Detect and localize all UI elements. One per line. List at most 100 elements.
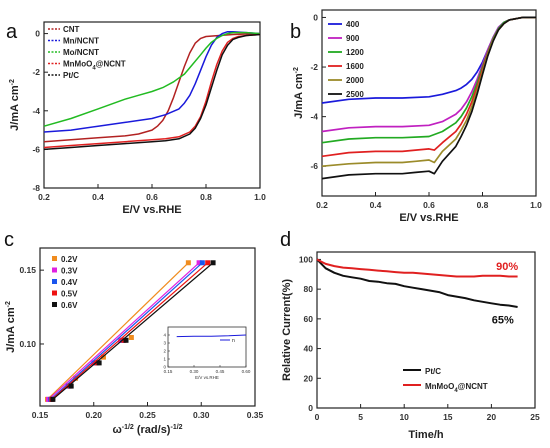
legend-swatch <box>52 279 57 284</box>
x-tick-label: 0.20 <box>85 410 102 420</box>
y-tick-label: 80 <box>304 284 314 294</box>
data-point <box>123 337 129 343</box>
plot-frame <box>43 21 261 189</box>
fit-line <box>47 262 189 400</box>
legend-swatch <box>52 267 57 273</box>
legend-label: 0.4V <box>61 278 78 287</box>
x-tick-label: 0.6 <box>146 192 158 202</box>
x-tick-label: 25 <box>530 412 540 422</box>
panel-letter: c <box>4 229 14 251</box>
inset-x-tick-label: 0.15 <box>164 369 173 374</box>
data-point <box>185 260 191 266</box>
data-point <box>199 260 205 266</box>
inset-y-tick-label: 2 <box>163 349 166 354</box>
data-point <box>96 360 102 366</box>
annotation: 65% <box>492 314 514 326</box>
fit-line <box>52 262 214 400</box>
legend-label: 1600 <box>346 62 364 71</box>
legend-label: 0.2V <box>61 255 78 264</box>
legend-text-main: MnMoO <box>425 382 454 391</box>
fit-line <box>51 262 209 400</box>
series-line <box>43 33 261 151</box>
legend: 400 900 1200 1600 2000 2500 <box>328 20 364 99</box>
x-tick-label: 20 <box>487 412 497 422</box>
panel-letter: a <box>6 21 18 43</box>
x-tick-label: 0.35 <box>247 410 264 420</box>
x-tick-label: 0.4 <box>92 192 104 202</box>
series-line <box>43 30 261 133</box>
x-tick-label: 15 <box>443 412 453 422</box>
legend-label: 400 <box>346 20 360 29</box>
legend: 0.2V 0.3V 0.4V 0.5V 0.6V <box>52 255 78 310</box>
legend-label: 2500 <box>346 90 364 99</box>
y-axis-label-main: J/mA cm <box>293 73 305 119</box>
y-axis-label: Relative Current(%) <box>281 279 293 381</box>
data-point <box>100 354 106 360</box>
y-axis-label: J/mA cm-2 <box>9 79 21 131</box>
series-line <box>316 258 518 278</box>
x-tick-label: 0.6 <box>423 200 435 210</box>
x-tick-label: 0.4 <box>370 200 382 210</box>
y-tick-label: 0.15 <box>19 265 36 275</box>
panel-a: 0.2 0.4 0.6 0.8 1.0 -8 -6 -4 -2 0 a CNT Mn/NCNT Mo/NC… <box>6 21 266 216</box>
legend-text-tail: @NCNT <box>458 382 488 391</box>
legend-label: 0.5V <box>61 290 78 299</box>
y-tick-label: -8 <box>32 183 40 193</box>
series-line <box>321 16 536 180</box>
legend-label: Pt/C <box>63 71 79 80</box>
x-tick-label: 0.2 <box>316 200 328 210</box>
legend-label: 0.6V <box>61 301 78 310</box>
legend-text-sub: 4 <box>454 388 458 394</box>
panel-c: 0.15 0.20 0.25 0.30 0.35 0.10 0.15 c 0.2V 0.3V 0.4… <box>4 229 264 436</box>
legend-label: 900 <box>346 34 360 43</box>
legend-label: CNT <box>63 25 80 34</box>
inset-series-line <box>176 334 247 338</box>
inset-y-tick-label: 1 <box>163 357 166 362</box>
legend-label: MnMoO4@NCNT <box>63 60 126 72</box>
x-tick-label: 1.0 <box>530 200 542 210</box>
y-tick-label: 0.10 <box>19 339 36 349</box>
annotation: 90% <box>496 261 518 273</box>
y-axis-label: J/mA cm-2 <box>293 67 305 119</box>
y-tick-label: -2 <box>310 62 318 72</box>
y-tick-label: 60 <box>304 314 314 324</box>
legend-text-tail: @NCNT <box>96 60 126 69</box>
panel-letter: d <box>280 229 291 251</box>
x-tick-label: 0.15 <box>32 410 49 420</box>
x-tick-label: 10 <box>399 412 409 422</box>
x-tick-label: 0.2 <box>38 192 50 202</box>
y-tick-label: 40 <box>304 344 314 354</box>
y-tick-label: -2 <box>32 67 40 77</box>
legend-label: 1200 <box>346 48 364 57</box>
legend-label: Pt/C <box>425 367 441 376</box>
y-axis-label-sup: -2 <box>9 79 16 85</box>
series-line <box>43 31 261 127</box>
legend-swatch <box>52 290 57 296</box>
y-tick-label: 0 <box>313 12 318 22</box>
y-tick-label: -4 <box>310 112 318 122</box>
x-tick-label: 0.30 <box>193 410 210 420</box>
fit-line <box>48 262 200 400</box>
y-axis-label-main: J/mA cm <box>9 85 21 131</box>
data-point <box>128 334 134 340</box>
x-axis-label-sup2: -1/2 <box>170 424 182 431</box>
x-tick-label: 0.25 <box>139 410 156 420</box>
series-line <box>43 32 261 143</box>
data-point <box>210 260 216 266</box>
y-axis-label-main: J/mA cm <box>5 307 17 353</box>
data-point <box>205 260 211 266</box>
y-axis-label: J/mA cm-2 <box>5 301 17 353</box>
y-axis-label-sup: -2 <box>293 67 300 73</box>
legend-label: MnMoO4@NCNT <box>425 382 488 394</box>
legend-swatch <box>52 302 57 307</box>
inset: 0.15 0.30 0.45 0.60 0 1 2 3 4 n E/V vs.RHE <box>163 326 251 380</box>
x-tick-label: 1.0 <box>254 192 266 202</box>
inset-frame <box>167 326 247 368</box>
inset-y-tick-label: 3 <box>163 341 166 346</box>
legend-label: Mn/NCNT <box>63 37 99 46</box>
y-tick-label: -4 <box>32 106 40 116</box>
y-tick-label: 0 <box>308 403 313 413</box>
legend-text-sub: 4 <box>92 66 96 72</box>
